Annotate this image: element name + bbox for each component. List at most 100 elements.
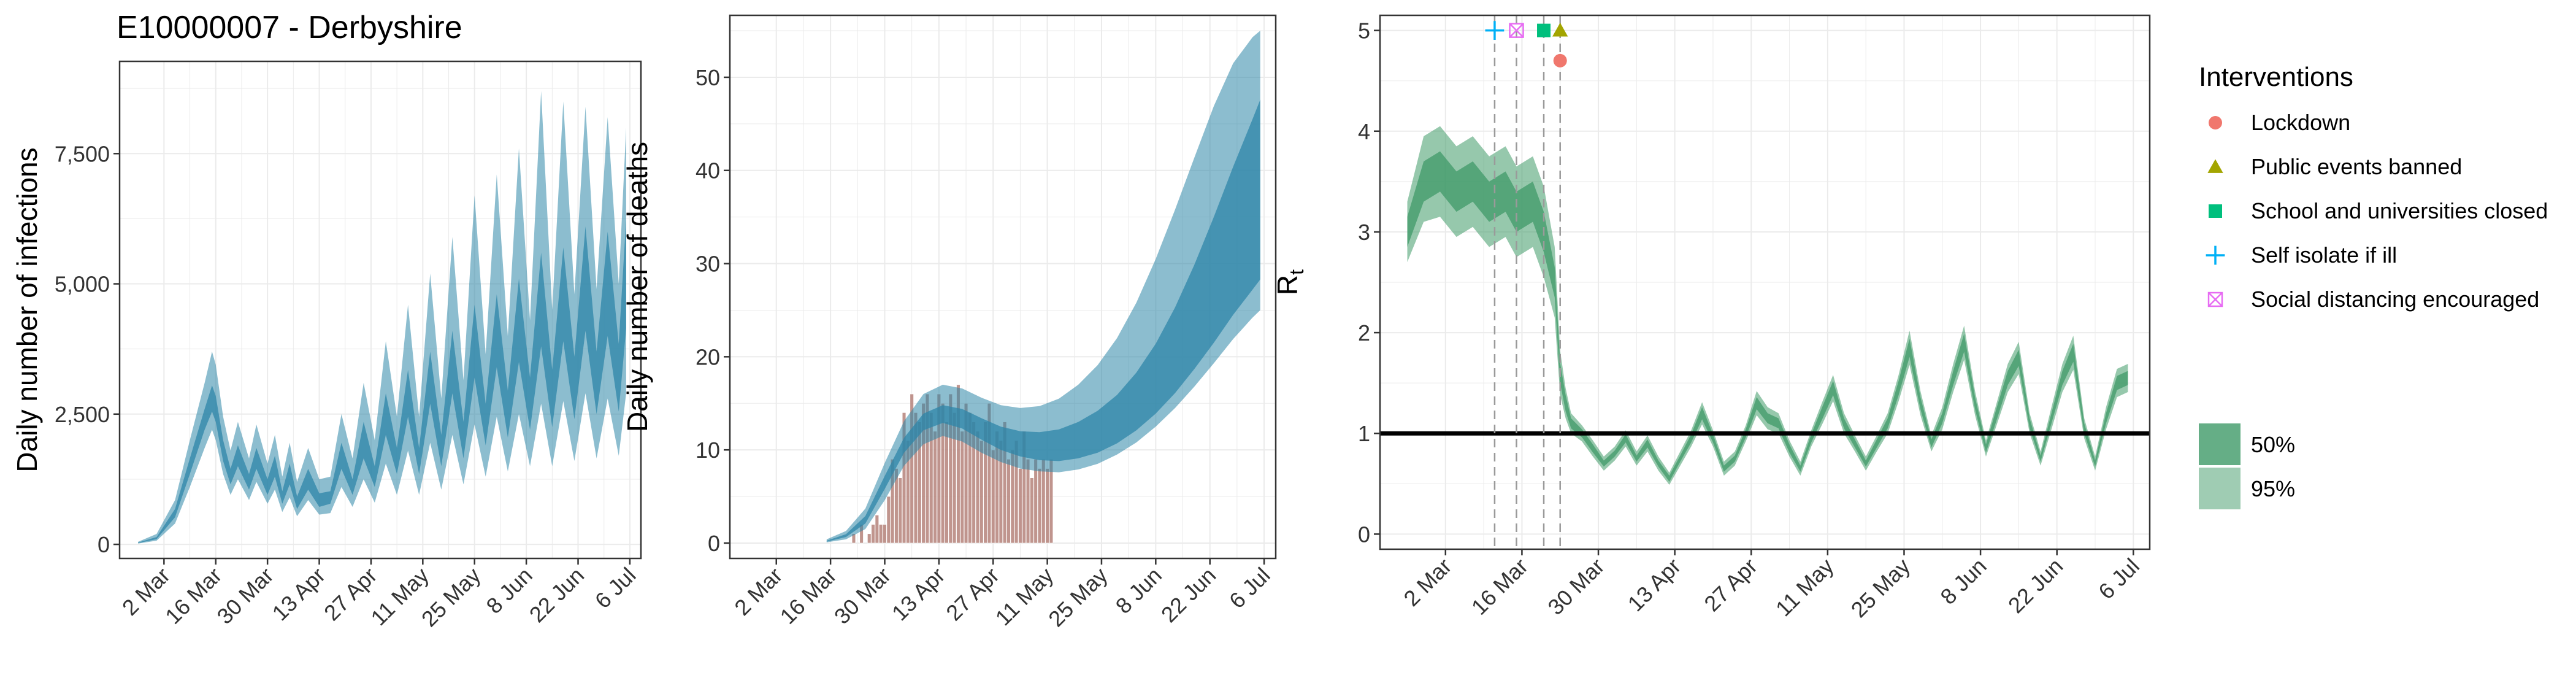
infections-band-95 bbox=[138, 91, 626, 544]
rt-frame bbox=[1379, 14, 2151, 550]
deaths-ytick-label: 0 bbox=[708, 531, 720, 556]
legend-symbol-boxed-x-d2 bbox=[2208, 292, 2223, 307]
infections-ytick-label: 2,500 bbox=[55, 402, 110, 427]
infections-ytick-label: 5,000 bbox=[55, 272, 110, 297]
intervention-marker-triangle bbox=[1552, 22, 1568, 37]
deaths-frame bbox=[729, 14, 1277, 560]
deaths-ytick-label: 10 bbox=[696, 438, 720, 463]
intervention-marker-square bbox=[1537, 23, 1551, 37]
deaths-xtick-label: 13 Apr bbox=[887, 563, 950, 626]
legend-ci-swatch bbox=[2199, 423, 2241, 465]
legend-label: Lockdown bbox=[2251, 110, 2350, 135]
death-bar bbox=[1030, 477, 1034, 544]
rt-panel: 0 1 2 3 4 5 2 Mar 16 Mar 30 Mar 13 Apr 27 Apr 11 Ma… bbox=[1271, 14, 2151, 622]
deaths-ytick-label: 50 bbox=[696, 65, 720, 90]
infections-ytick-label: 0 bbox=[98, 532, 110, 557]
intervention-marker-boxed-x bbox=[1509, 23, 1524, 38]
rt-xtick-label: 8 Jun bbox=[1935, 554, 1991, 609]
infections-xtick-label: 13 Apr bbox=[267, 563, 331, 626]
death-bar bbox=[945, 422, 949, 544]
death-bar bbox=[1037, 468, 1042, 544]
legend-label: Public events banned bbox=[2251, 154, 2462, 179]
death-bar bbox=[875, 515, 879, 544]
rt-ytick-label: 2 bbox=[1358, 320, 1370, 345]
deaths-ytick-label: 20 bbox=[696, 344, 720, 369]
legend-symbol-circle bbox=[2209, 116, 2222, 129]
infections-xtick-label: 6 Jul bbox=[590, 563, 641, 614]
rt-xtick-label: 2 Mar bbox=[1398, 554, 1456, 611]
deaths-xtick-label: 25 May bbox=[1043, 563, 1112, 631]
legend-items: Lockdown Public events banned School and u… bbox=[2206, 110, 2548, 312]
legend: Interventions Lockdown Public events bann… bbox=[2199, 62, 2548, 509]
rt-xtick-label: 6 Jul bbox=[2093, 554, 2144, 604]
rt-xtick-label: 11 May bbox=[1771, 554, 1839, 622]
death-bar bbox=[898, 477, 902, 544]
death-bar bbox=[867, 533, 872, 544]
legend-label: Self isolate if ill bbox=[2251, 242, 2397, 268]
rt-ytick-label: 0 bbox=[1358, 522, 1370, 547]
death-bar bbox=[1018, 468, 1022, 544]
legend-label: Social distancing encouraged bbox=[2251, 287, 2539, 312]
legend-symbol-plus bbox=[2206, 245, 2225, 265]
legend-label: School and universities closed bbox=[2251, 198, 2548, 223]
rt-ytick-label: 3 bbox=[1358, 220, 1370, 245]
infections-band-50 bbox=[138, 218, 626, 543]
death-bar bbox=[960, 431, 964, 544]
legend-ci-items: 50% 95% bbox=[2199, 423, 2295, 509]
rt-ytick-label: 4 bbox=[1358, 119, 1370, 144]
death-bar bbox=[902, 412, 907, 544]
death-bar bbox=[886, 496, 891, 544]
rt-xtick-label: 25 May bbox=[1846, 554, 1915, 622]
infections-xtick-label: 30 Mar bbox=[212, 563, 278, 629]
deaths-xtick-label: 30 Mar bbox=[829, 563, 895, 629]
legend-title: Interventions bbox=[2199, 62, 2353, 92]
legend-ci-label: 50% bbox=[2251, 432, 2295, 457]
intervention-marker-boxed-x-box bbox=[1509, 23, 1524, 38]
infections-frame bbox=[118, 60, 642, 560]
infections-xtick-label: 16 Mar bbox=[160, 563, 226, 629]
rt-band-50 bbox=[1407, 151, 2128, 482]
legend-symbol-triangle bbox=[2207, 159, 2223, 173]
intervention-marker-plus bbox=[1485, 21, 1505, 41]
intervention-marker-circle bbox=[1553, 53, 1567, 68]
death-bar bbox=[979, 440, 984, 544]
death-bar bbox=[1025, 459, 1030, 544]
death-bar bbox=[910, 393, 914, 544]
deaths-ytick-label: 30 bbox=[696, 252, 720, 277]
death-bar bbox=[1041, 459, 1046, 544]
deaths-ylabel: Daily number of deaths bbox=[621, 142, 653, 432]
deaths-band-50 bbox=[826, 99, 1260, 542]
legend-symbol-square bbox=[2209, 204, 2222, 218]
death-bar bbox=[871, 524, 875, 544]
deaths-ytick-label: 40 bbox=[696, 158, 720, 183]
rt-ylabel: Rt bbox=[1271, 269, 1308, 295]
deaths-xtick-label: 22 Jun bbox=[1156, 563, 1221, 627]
page-title: E10000007 - Derbyshire bbox=[117, 10, 462, 45]
deaths-xtick-label: 11 May bbox=[991, 563, 1059, 631]
death-bar bbox=[991, 449, 995, 544]
rt-xtick-label: 30 Mar bbox=[1543, 554, 1609, 620]
rt-ytick-label: 5 bbox=[1358, 18, 1370, 44]
rt-xtick-label: 16 Mar bbox=[1466, 554, 1533, 620]
rt-ylabel-subscript: t bbox=[1286, 269, 1308, 275]
intervention-marker-boxed-x-d2 bbox=[1509, 23, 1524, 38]
rt-xtick-label: 27 Apr bbox=[1699, 554, 1762, 617]
death-bar bbox=[879, 524, 883, 544]
death-bar bbox=[956, 384, 960, 544]
legend-symbol-boxed-x bbox=[2207, 291, 2223, 307]
death-bar bbox=[1033, 459, 1038, 544]
infections-ylabel: Daily number of infections bbox=[11, 147, 43, 472]
death-bar bbox=[883, 524, 887, 544]
deaths-xtick-label: 16 Mar bbox=[775, 563, 841, 629]
legend-symbol-boxed-x-box bbox=[2207, 291, 2223, 307]
infections-xtick-label: 22 Jun bbox=[524, 563, 589, 627]
deaths-xtick-label: 6 Jul bbox=[1224, 563, 1275, 614]
rt-xtick-label: 13 Apr bbox=[1623, 554, 1686, 617]
death-bar bbox=[933, 431, 937, 544]
rt-ytick-label: 1 bbox=[1358, 421, 1370, 446]
legend-ci-swatch bbox=[2199, 468, 2241, 509]
infections-xtick-label: 25 May bbox=[416, 563, 485, 631]
